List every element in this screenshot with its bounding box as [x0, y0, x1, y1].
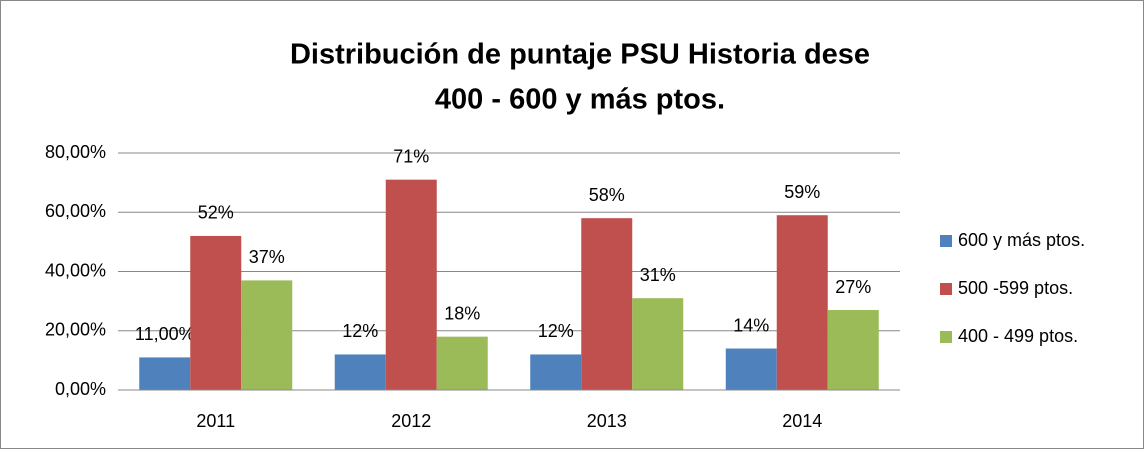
x-tick-label: 2013 [587, 411, 627, 431]
legend-swatch [940, 235, 952, 247]
bar [241, 280, 293, 390]
legend-label: 600 y más ptos. [958, 230, 1085, 250]
legend-swatch [940, 331, 952, 343]
data-label: 71% [393, 146, 429, 166]
data-label: 59% [784, 182, 820, 202]
bar [139, 357, 191, 390]
x-tick-label: 2012 [391, 411, 431, 431]
bar [632, 298, 684, 390]
bar [725, 348, 777, 390]
data-label: 27% [835, 277, 871, 297]
bar [190, 235, 242, 390]
x-tick-label: 2014 [782, 411, 822, 431]
bar [385, 179, 437, 390]
bar [530, 354, 582, 390]
legend-swatch [940, 283, 952, 295]
data-label: 14% [733, 315, 769, 335]
data-label: 52% [198, 203, 234, 223]
y-tick-label: 60,00% [45, 201, 106, 221]
y-tick-label: 80,00% [45, 142, 106, 162]
bar [334, 354, 386, 390]
y-tick-label: 40,00% [45, 260, 106, 280]
bar [581, 218, 633, 390]
data-label: 12% [342, 321, 378, 341]
y-tick-label: 0,00% [55, 379, 106, 399]
legend-label: 500 -599 ptos. [958, 278, 1073, 298]
data-label: 58% [589, 185, 625, 205]
legend-label: 400 - 499 ptos. [958, 326, 1078, 346]
y-tick-label: 20,00% [45, 320, 106, 340]
chart-title: 400 - 600 y más ptos. [435, 84, 725, 116]
chart-title: Distribución de puntaje PSU Historia des… [290, 39, 870, 71]
data-label: 37% [249, 247, 285, 267]
bar [827, 310, 879, 390]
data-label: 11,00% [135, 324, 195, 344]
bar [776, 215, 828, 390]
x-tick-label: 2011 [196, 411, 235, 431]
data-label: 18% [444, 303, 480, 323]
bar [436, 336, 488, 390]
data-label: 31% [640, 265, 676, 285]
data-label: 12% [538, 321, 574, 341]
